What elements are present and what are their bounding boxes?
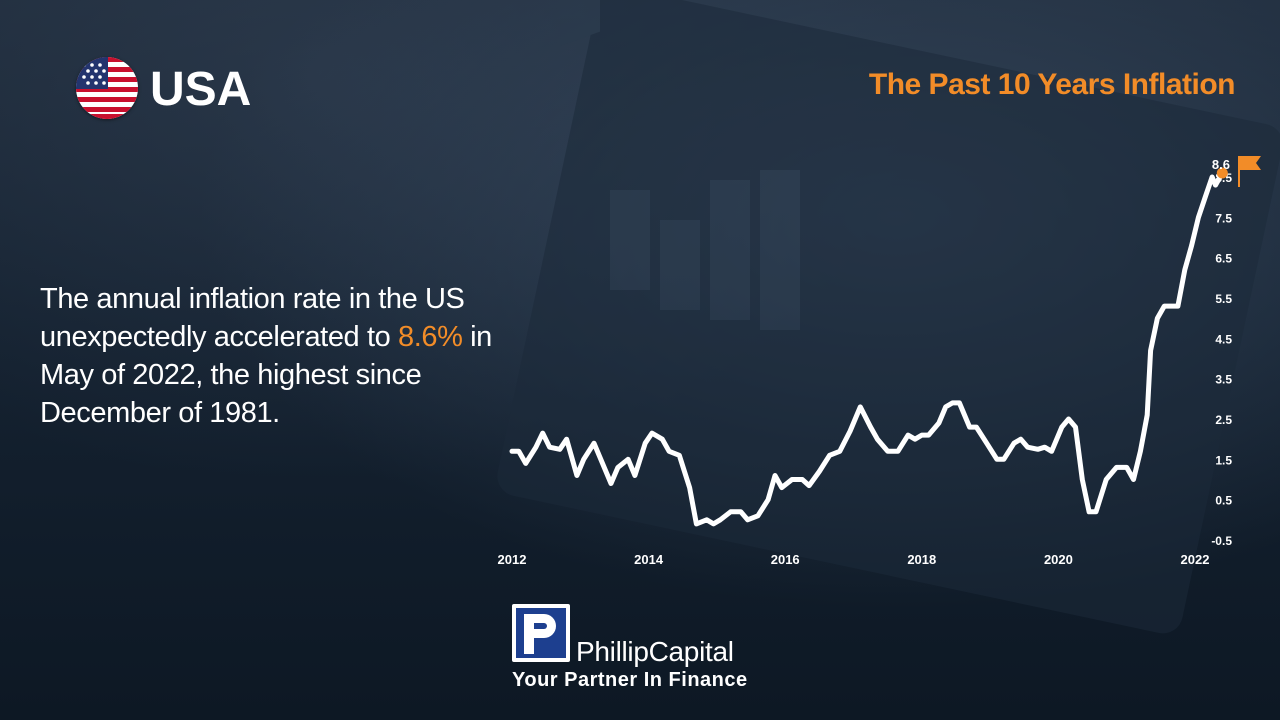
y-tick-label: 5.5 <box>1215 292 1232 306</box>
brand-tagline: Your Partner In Finance <box>512 669 748 691</box>
y-tick-label: 2.5 <box>1215 413 1232 427</box>
headline-text: The annual inflation rate in the US unex… <box>40 280 510 432</box>
y-tick-label: 6.5 <box>1215 252 1232 266</box>
orange-flag-icon <box>1240 156 1261 170</box>
y-tick-label: 4.5 <box>1215 332 1232 346</box>
inflation-series-line <box>509 170 1225 527</box>
country-title: USA <box>150 63 252 116</box>
y-tick-label: 0.5 <box>1215 494 1232 508</box>
brand-name: PhillipCapital <box>576 636 734 667</box>
y-tick-label: 3.5 <box>1215 373 1232 387</box>
y-tick-label: 7.5 <box>1215 211 1232 225</box>
x-tick-label: 2014 <box>634 552 664 567</box>
x-tick-label: 2020 <box>1044 552 1073 567</box>
latest-value-dot <box>1216 167 1228 179</box>
x-tick-label: 2012 <box>498 552 527 567</box>
x-tick-label: 2018 <box>907 552 936 567</box>
y-tick-label: -0.5 <box>1211 534 1232 548</box>
headline-highlight: 8.6% <box>397 321 463 353</box>
y-tick-label: 1.5 <box>1215 453 1232 467</box>
headline-part2: in May of 2022, the highest since Decemb… <box>40 321 492 429</box>
chart-title: The Past 10 Years Inflation <box>868 68 1236 101</box>
latest-value-label: 8.6 <box>1212 157 1230 172</box>
phillipcapital-logo-icon <box>512 604 570 662</box>
headline-part1: The annual inflation rate in the US unex… <box>40 283 465 353</box>
phillipcapital-logo: PhillipCapital Your Partner In Finance <box>512 604 782 691</box>
x-tick-label: 2016 <box>771 552 800 567</box>
x-tick-label: 2022 <box>1181 552 1210 567</box>
